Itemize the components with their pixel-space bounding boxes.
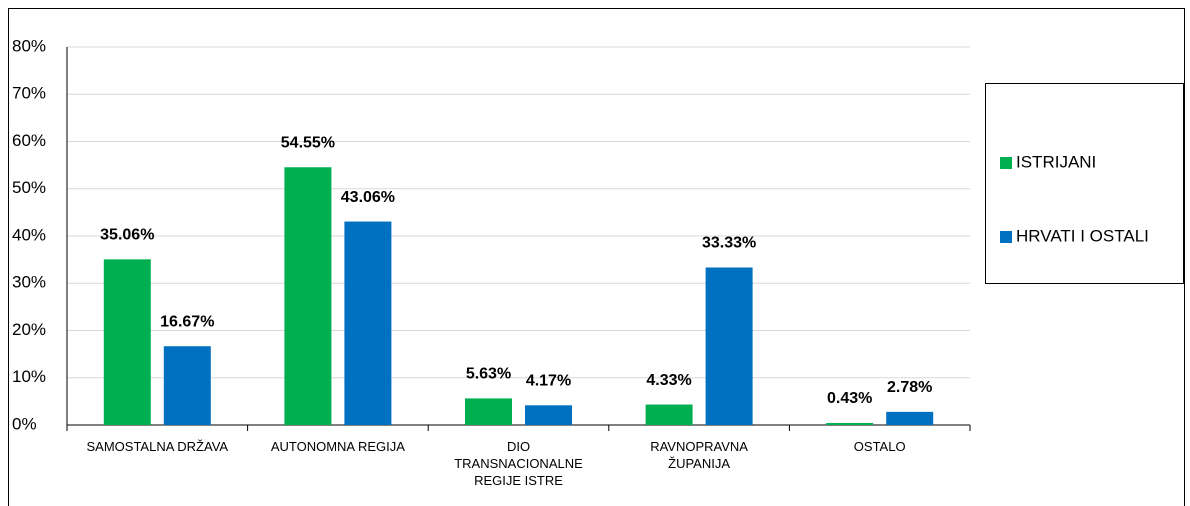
x-tick-label: RAVNOPRAVNA ŽUPANIJA — [650, 439, 748, 471]
x-tick-label: SAMOSTALNA DRŽAVA — [86, 439, 229, 454]
bar — [465, 398, 512, 425]
y-tick-label: 60% — [12, 131, 46, 150]
y-tick-label: 80% — [12, 36, 46, 55]
value-label: 4.17% — [526, 373, 571, 390]
y-tick-label: 20% — [12, 320, 46, 339]
y-tick-label: 10% — [12, 367, 46, 386]
value-label: 35.06% — [100, 227, 154, 244]
value-label: 5.63% — [466, 366, 511, 383]
y-tick-label: 30% — [12, 273, 46, 292]
bar — [826, 422, 874, 425]
y-tick-label: 70% — [12, 84, 46, 103]
x-tick-label: AUTONOMNA REGIJA — [270, 439, 405, 454]
bar — [525, 405, 572, 425]
x-tick-label: DIO TRANSNACIONALNE REGIJE ISTRE — [454, 439, 583, 488]
bar — [163, 346, 211, 425]
y-tick-label: 40% — [12, 225, 46, 244]
bar — [284, 167, 332, 425]
bar — [705, 267, 753, 425]
value-label: 54.55% — [281, 134, 335, 151]
bar — [344, 221, 392, 425]
value-label: 16.67% — [160, 313, 214, 330]
y-tick-label: 0% — [12, 414, 37, 433]
value-label: 0.43% — [827, 390, 872, 407]
bar — [886, 411, 934, 425]
value-label: 4.33% — [646, 372, 691, 389]
legend-swatch — [1000, 157, 1012, 169]
legend-label: HRVATI I OSTALI — [1016, 226, 1149, 245]
value-label: 33.33% — [702, 235, 756, 252]
legend-label: ISTRIJANI — [1016, 152, 1096, 171]
value-label: 2.78% — [887, 379, 932, 396]
chart-frame — [8, 8, 1185, 506]
legend-box — [985, 83, 1184, 284]
legend-swatch — [1000, 231, 1012, 243]
bar — [645, 404, 693, 425]
value-label: 43.06% — [341, 189, 395, 206]
y-tick-label: 50% — [12, 178, 46, 197]
bar — [103, 259, 151, 425]
x-tick-label: OSTALO — [853, 439, 906, 454]
